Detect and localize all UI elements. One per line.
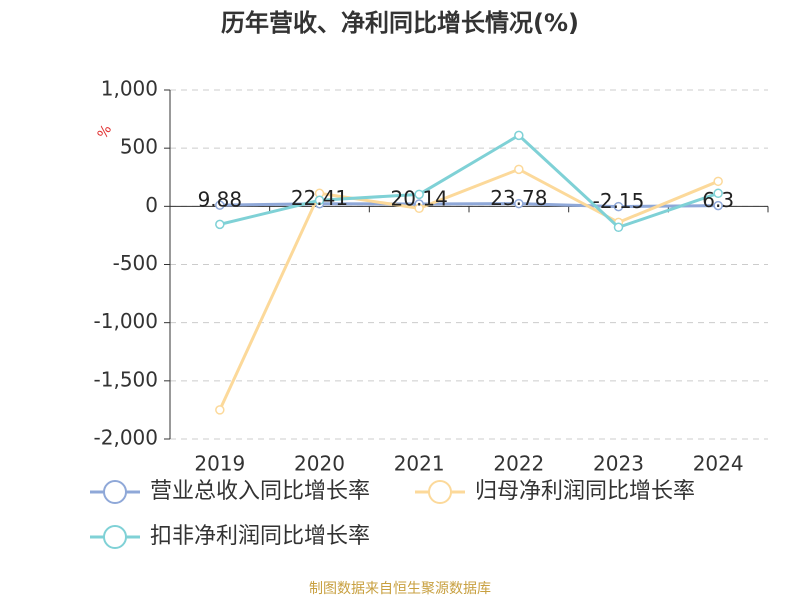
series-line — [219, 133, 719, 229]
series-line — [218, 167, 719, 411]
x-tick-label: 2019 — [194, 452, 245, 476]
x-tick-label: 2021 — [394, 452, 445, 476]
legend-label: 归母净利润同比增长率 — [475, 479, 695, 504]
footer: 制图数据来自恒生聚源数据库 — [309, 581, 491, 597]
x-tick-label: 2024 — [693, 452, 744, 476]
data-point — [215, 219, 225, 230]
data-label: 6.3 — [702, 188, 734, 212]
data-point — [613, 222, 624, 233]
legend-marker — [428, 480, 452, 504]
legend-marker — [103, 525, 127, 549]
data-point — [713, 176, 723, 187]
x-tick-label: 2023 — [593, 452, 644, 476]
chart-title: 历年营收、净利同比增长情况(%) — [221, 9, 579, 37]
data-point — [215, 200, 225, 210]
data-point — [514, 130, 524, 141]
data-label: 9.88 — [198, 188, 243, 212]
data-label: 20.14 — [391, 186, 448, 210]
y-tick-label: -500 — [113, 251, 158, 275]
legend-label: 营业总收入同比增长率 — [150, 479, 370, 504]
data-point — [314, 195, 325, 206]
y-axis-label: % — [95, 122, 116, 142]
y-tick-label: 1,000 — [101, 77, 158, 101]
data-point — [713, 200, 723, 211]
data-point — [414, 189, 424, 200]
data-label: -2.15 — [593, 189, 645, 213]
y-tick-label: -1,000 — [94, 309, 158, 333]
x-tick-label: 2022 — [493, 452, 544, 476]
data-point — [514, 164, 524, 175]
x-tick-label: 2020 — [294, 452, 345, 476]
data-point — [713, 188, 723, 199]
legend-marker — [103, 480, 127, 504]
y-tick-label: -2,000 — [94, 426, 158, 450]
data-label: 22.41 — [291, 186, 348, 210]
data-point — [414, 203, 424, 214]
legend-label: 扣非净利润同比增长率 — [150, 524, 370, 549]
y-tick-label: 500 — [120, 135, 158, 159]
y-tick-label: -1,500 — [94, 367, 158, 391]
data-label: 23.78 — [490, 186, 547, 210]
data-point — [613, 201, 624, 212]
y-tick-label: 0 — [145, 193, 158, 217]
data-point — [215, 405, 225, 415]
data-point — [514, 198, 524, 209]
